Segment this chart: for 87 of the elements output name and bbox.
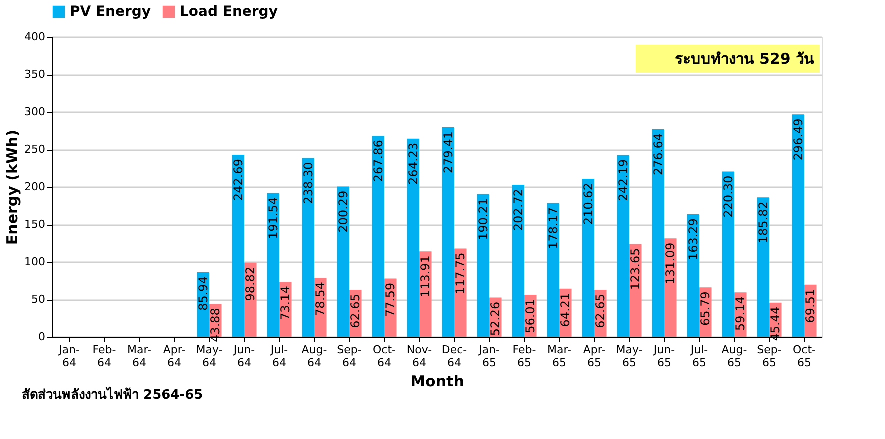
x-tick-label: Jan-65 (478, 344, 500, 370)
bar (267, 193, 280, 337)
data-label: 117.75 (454, 252, 468, 295)
data-label: 202.72 (511, 188, 526, 231)
data-label: 45.44 (768, 306, 783, 342)
data-label: 64.21 (558, 292, 573, 328)
data-label: 242.69 (231, 158, 246, 201)
data-label: 85.94 (196, 276, 210, 311)
bar (302, 158, 314, 337)
bar (232, 154, 244, 337)
data-label: 113.91 (418, 256, 433, 298)
legend-label: PV Energy (70, 4, 152, 20)
bar (512, 184, 524, 337)
data-label: 220.30 (721, 176, 736, 218)
x-tick-label: Jun-65 (652, 344, 676, 370)
data-label: 238.30 (301, 162, 316, 204)
data-label: 200.29 (336, 190, 350, 233)
y-axis-title: Energy (kWh) (4, 130, 22, 246)
data-label: 69.51 (804, 288, 818, 324)
x-axis-title: Month (410, 372, 464, 390)
x-tick-label: May-64 (196, 344, 223, 370)
x-tick-label: Jan-64 (58, 344, 80, 370)
data-label: 56.01 (524, 298, 538, 334)
bar (442, 127, 454, 337)
bar (722, 172, 734, 337)
bar (792, 114, 804, 337)
y-tick-label: 150 (24, 218, 46, 231)
y-tick-label: 350 (24, 68, 46, 81)
x-tick-label: Aug-64 (302, 344, 328, 370)
x-tick-label: Sep-64 (337, 344, 362, 370)
x-tick-label: Feb-65 (512, 344, 536, 370)
data-label: 242.19 (616, 159, 630, 202)
data-label: 296.49 (791, 118, 806, 161)
data-label: 65.79 (698, 292, 713, 326)
bar (372, 136, 384, 337)
bar (617, 155, 630, 337)
data-label: 62.65 (348, 294, 363, 328)
data-label: 163.29 (686, 218, 700, 261)
data-label: 178.17 (546, 207, 560, 250)
text: สัดส่วนพลังงานไฟฟ้า 2564-65 (22, 386, 204, 403)
bar (547, 203, 560, 337)
x-tick-label: Apr-64 (163, 344, 186, 370)
x-tick-label: Feb-64 (92, 344, 116, 370)
data-label: 98.82 (244, 266, 258, 302)
x-tick-label: Jun-64 (232, 344, 256, 370)
data-label: 191.54 (266, 197, 280, 240)
x-tick-label: Jul-64 (270, 344, 288, 370)
data-label: 52.26 (488, 302, 503, 336)
x-tick-label: Dec-64 (442, 344, 468, 370)
y-tick-label: 100 (24, 256, 46, 268)
x-tick-label: Nov-64 (406, 344, 432, 370)
bar (664, 238, 677, 337)
y-tick-label: 300 (24, 106, 46, 118)
data-label: 59.14 (734, 296, 748, 332)
data-label: 279.41 (441, 131, 456, 174)
data-label: 78.54 (314, 282, 328, 316)
y-tick-label: 400 (24, 30, 46, 44)
y-tick-label: 200 (24, 180, 46, 194)
x-tick-label: Apr-65 (583, 344, 606, 370)
data-label: 276.64 (651, 134, 666, 176)
y-tick-label: 0 (38, 330, 46, 344)
x-tick-label: Sep-65 (757, 344, 782, 370)
bar (582, 179, 594, 337)
x-tick-label: May-65 (616, 344, 643, 370)
data-label: 190.21 (476, 198, 490, 240)
data-label: 210.62 (581, 183, 596, 226)
bar (454, 248, 467, 337)
data-label: 62.65 (594, 294, 608, 328)
y-tick-label: 50 (32, 293, 46, 306)
x-tick-label: Jul-65 (690, 344, 708, 370)
x-tick-label: Oct-64 (373, 344, 396, 370)
data-label: 264.23 (406, 142, 420, 185)
x-tick-label: Aug-65 (722, 344, 748, 370)
bar (652, 130, 664, 337)
data-label: 131.09 (664, 242, 678, 285)
y-tick-label: 250 (24, 143, 46, 156)
data-label: 123.65 (628, 248, 643, 290)
x-tick-label: Oct-65 (793, 344, 816, 370)
data-label: 185.82 (756, 202, 770, 244)
x-tick-label: Mar-65 (547, 344, 572, 370)
bar (407, 138, 420, 337)
data-label: 267.86 (371, 140, 386, 182)
data-label: 77.59 (384, 282, 398, 318)
legend-label: Load Energy (180, 4, 278, 20)
data-label: 73.14 (278, 286, 293, 321)
annotation: ระบบทำงาน 529 วัน (675, 50, 815, 68)
x-tick-label: Mar-64 (127, 344, 152, 370)
